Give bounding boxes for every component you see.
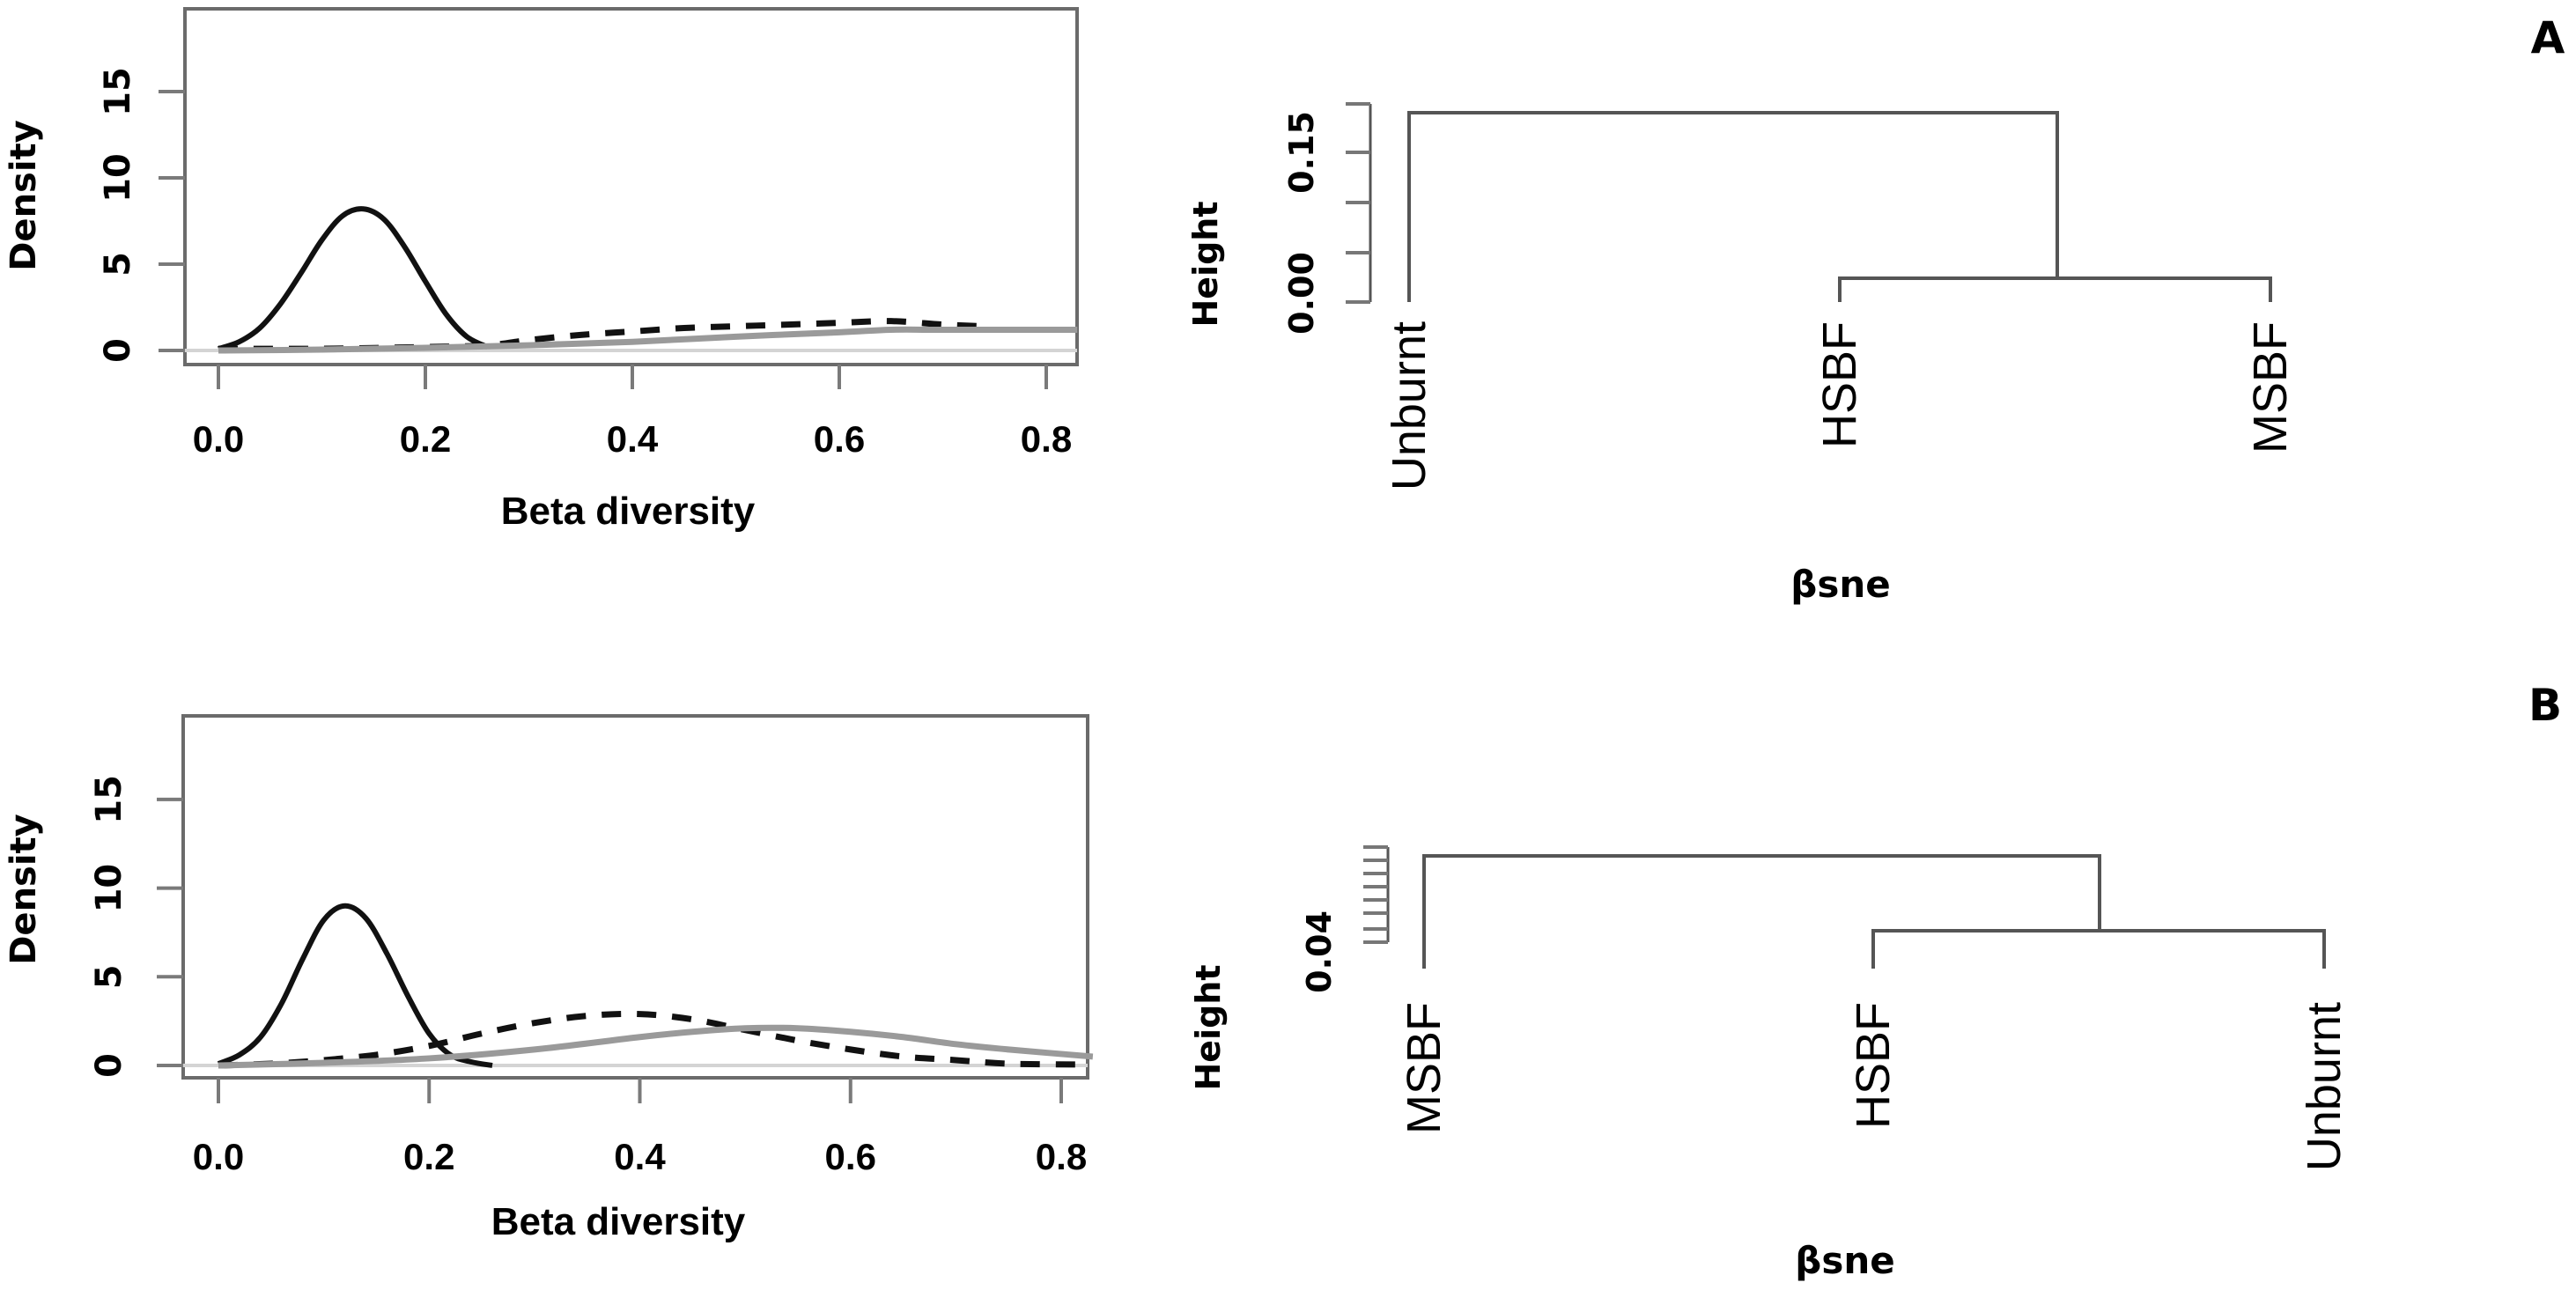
axis-tick-label: 0.15 <box>1282 111 1321 194</box>
y-tick-label: 5 <box>89 964 129 989</box>
x-axis-title: βsne <box>1790 563 1890 606</box>
density-plot-b: 0 5 10 15 0.0 0.2 0.4 0.6 0.8 Beta diversity De… <box>4 714 1094 1243</box>
leaf-labels: Unburnt HSBF MSBF <box>1383 321 2297 490</box>
height-axis: 0.04 <box>1300 845 1390 993</box>
x-axis-title: Beta diversity <box>501 490 756 533</box>
x-tick-label: 0.4 <box>607 418 659 460</box>
leaf-labels: MSBF HSBF Unburnt <box>1398 1002 2351 1171</box>
leaf-label: HSBF <box>1813 321 1866 448</box>
density-plot-a: 0 5 10 15 0.0 0.2 0.4 0.6 0.8 Beta diversity De… <box>4 7 1079 533</box>
height-axis: 0.00 0.15 <box>1282 102 1372 335</box>
y-axis-ticks: 0 5 10 15 <box>89 775 183 1078</box>
x-tick-label: 0.8 <box>1021 418 1072 460</box>
axis-tick-label: 0.04 <box>1300 910 1339 993</box>
x-axis-title: βsne <box>1795 1239 1894 1282</box>
x-tick-label: 0.8 <box>1036 1136 1087 1177</box>
y-tick-label: 15 <box>98 67 138 116</box>
y-tick-label: 5 <box>98 252 138 276</box>
density-curve-gray-solid <box>218 326 1078 354</box>
density-curve-black-solid <box>217 903 493 1068</box>
y-axis-title: Density <box>4 814 44 965</box>
x-axis-ticks: 0.0 0.2 0.4 0.6 0.8 <box>193 365 1072 460</box>
x-tick-label: 0.6 <box>814 418 865 460</box>
x-tick-label: 0.0 <box>193 418 244 460</box>
leaf-label: Unburnt <box>2298 1002 2351 1171</box>
y-axis-title: Height <box>1186 201 1225 327</box>
density-curve-gray-solid <box>218 1024 1094 1069</box>
panel-label-a: A <box>2531 12 2565 63</box>
y-tick-label: 0 <box>98 338 138 363</box>
y-axis-title: Density <box>4 120 44 271</box>
leaf-label: MSBF <box>1398 1002 1450 1134</box>
leaf-label: HSBF <box>1847 1002 1900 1129</box>
y-axis-ticks: 0 5 10 15 <box>98 67 185 363</box>
y-tick-label: 10 <box>98 153 138 203</box>
branch-root-merge <box>1407 111 2059 302</box>
dendrogram-b: 0.04 MSBF HSBF Unburnt Height βsne <box>1189 845 2351 1282</box>
dendrogram-a: 0.00 0.15 Unburnt HSBF MSBF Height βsne <box>1186 102 2297 606</box>
dendrogram-branches <box>1422 854 2326 969</box>
plot-frame <box>181 714 1089 1080</box>
dendrogram-branches <box>1407 111 2272 302</box>
density-curves <box>218 206 1078 354</box>
x-tick-label: 0.6 <box>825 1136 876 1177</box>
x-axis-ticks: 0.0 0.2 0.4 0.6 0.8 <box>193 1078 1087 1177</box>
y-axis-title: Height <box>1189 964 1228 1090</box>
density-curve-black-dashed <box>218 1010 1082 1069</box>
density-curve-black-solid <box>218 206 489 351</box>
plot-frame <box>183 7 1079 366</box>
y-tick-label: 15 <box>89 775 129 824</box>
x-tick-label: 0.4 <box>614 1136 666 1177</box>
x-tick-label: 0.2 <box>400 418 451 460</box>
density-curves <box>217 903 1094 1069</box>
x-tick-label: 0.2 <box>403 1136 454 1177</box>
leaf-label: Unburnt <box>1383 321 1436 490</box>
y-tick-label: 10 <box>89 864 129 913</box>
axis-tick-label: 0.00 <box>1282 252 1321 335</box>
x-tick-label: 0.0 <box>193 1136 244 1177</box>
panel-label-b: B <box>2528 680 2562 731</box>
branch-inner-merge <box>1838 276 2272 302</box>
branch-root-merge <box>1422 854 2101 969</box>
y-tick-label: 0 <box>89 1053 129 1078</box>
x-axis-title: Beta diversity <box>491 1200 746 1243</box>
branch-inner-merge <box>1871 929 2326 969</box>
leaf-label: MSBF <box>2244 321 2297 453</box>
